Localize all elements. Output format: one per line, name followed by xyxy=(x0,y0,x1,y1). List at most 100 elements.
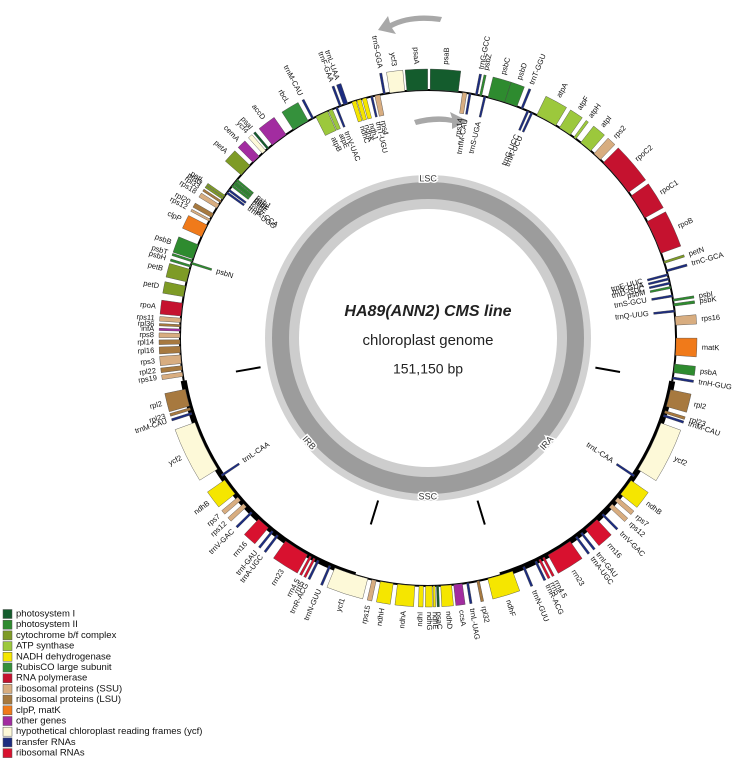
legend-label: ATP synthase xyxy=(16,641,74,652)
gene-box xyxy=(307,559,320,581)
gene-label: rpoC2 xyxy=(633,143,654,163)
gene-box xyxy=(361,97,372,120)
gene-box xyxy=(159,316,182,323)
gene-label: ycf3 xyxy=(388,52,399,67)
gene-box xyxy=(226,191,245,207)
gene-box xyxy=(662,414,685,424)
gene-box xyxy=(459,92,468,115)
gene-box xyxy=(436,585,440,608)
gene-label: psbA xyxy=(699,367,717,378)
gene-label: ndhJ xyxy=(367,122,380,140)
gene-box xyxy=(585,519,612,546)
legend-label: ribosomal proteins (LSU) xyxy=(16,694,121,705)
gene-box xyxy=(273,540,308,574)
gene-box xyxy=(171,412,193,422)
gene-label: psbM xyxy=(626,288,646,301)
gene-box xyxy=(192,202,214,218)
legend-label: RNA polymerase xyxy=(16,673,87,684)
gene-label: rps16 xyxy=(701,313,720,323)
gene-box xyxy=(630,183,664,219)
gene-box xyxy=(281,102,309,131)
legend-swatch xyxy=(2,662,13,673)
gene-label: atpH xyxy=(586,101,603,119)
gene-label: infA xyxy=(141,324,154,333)
legend-label: RubisCO large subunit xyxy=(16,662,112,673)
gene-box xyxy=(394,583,415,607)
gene-box xyxy=(220,462,240,477)
gene-box xyxy=(164,388,190,413)
gene-box xyxy=(356,98,367,121)
gene-box xyxy=(328,108,341,131)
gene-box xyxy=(674,314,697,326)
gene-label: psbN xyxy=(215,266,234,280)
gene-box xyxy=(190,261,213,271)
legend-swatch xyxy=(2,673,13,683)
gene-label: rpl32 xyxy=(479,605,491,623)
direction-arrows xyxy=(378,15,468,129)
gene-box xyxy=(675,337,698,358)
gene-label: rpl36 xyxy=(137,319,154,329)
gene-label: ndhF xyxy=(504,599,518,618)
gene-box xyxy=(299,555,312,576)
region-arc xyxy=(180,380,357,578)
region-label: SSC xyxy=(419,491,438,501)
gene-box xyxy=(479,74,487,97)
legend-swatch xyxy=(2,726,13,737)
gene-label: accD xyxy=(250,102,268,122)
gene-box xyxy=(172,236,199,260)
gene-box xyxy=(160,365,183,373)
legend-swatch xyxy=(2,716,13,726)
gene-box xyxy=(335,106,346,128)
gene-box xyxy=(673,300,696,307)
gene-box xyxy=(637,422,681,481)
gene-label: trnL-CAA xyxy=(585,440,616,465)
gene-label: petD xyxy=(143,279,161,291)
gene-label: psbZ xyxy=(481,52,493,71)
gene-label: psbK xyxy=(699,294,717,305)
gene-box xyxy=(663,254,685,264)
gene-label: rrn23 xyxy=(570,568,587,588)
gene-box xyxy=(536,95,567,126)
gene-box xyxy=(174,422,218,481)
region-label: LSC xyxy=(419,173,437,183)
gene-box xyxy=(158,327,181,332)
gene-box xyxy=(672,376,694,383)
gene-box xyxy=(522,566,534,587)
gene-box xyxy=(404,68,428,92)
arrow-ccw xyxy=(378,15,442,34)
gene-box xyxy=(379,72,386,95)
gene-box xyxy=(182,215,208,238)
gene-box xyxy=(158,332,181,338)
gene-label: rps8 xyxy=(139,330,154,339)
gene-box xyxy=(263,534,279,553)
gene-box xyxy=(169,258,192,268)
gene-box xyxy=(601,513,619,531)
gene-box xyxy=(653,309,675,315)
gene-box xyxy=(648,281,671,290)
gene-box xyxy=(204,185,224,200)
gene-box xyxy=(162,281,186,297)
gene-box xyxy=(235,511,253,529)
gene-box xyxy=(475,73,482,96)
center-disc xyxy=(299,209,557,467)
genes: psaBrps14trnfM-CAUtrnG-GCCpsbZtrnS-UGAps… xyxy=(134,35,733,641)
gene-label: trnT-GGU xyxy=(527,52,548,86)
gene-box xyxy=(465,93,472,115)
gene-box xyxy=(603,147,646,193)
region-boundary xyxy=(369,500,380,525)
gene-label: trnL-UAG xyxy=(468,608,482,641)
gene-box xyxy=(158,339,181,345)
gene-box xyxy=(227,503,247,522)
gene-label: trnS-GGA xyxy=(370,35,385,69)
gene-box xyxy=(673,363,696,376)
gene-box xyxy=(161,371,184,380)
gene-label: atpI xyxy=(598,114,613,129)
gene-box xyxy=(614,497,635,515)
gene-box xyxy=(542,556,555,577)
gene-box xyxy=(336,83,348,106)
gene-label: ndhG xyxy=(425,612,434,631)
gene-box xyxy=(244,518,269,545)
gene-label: rbcL xyxy=(276,88,291,105)
